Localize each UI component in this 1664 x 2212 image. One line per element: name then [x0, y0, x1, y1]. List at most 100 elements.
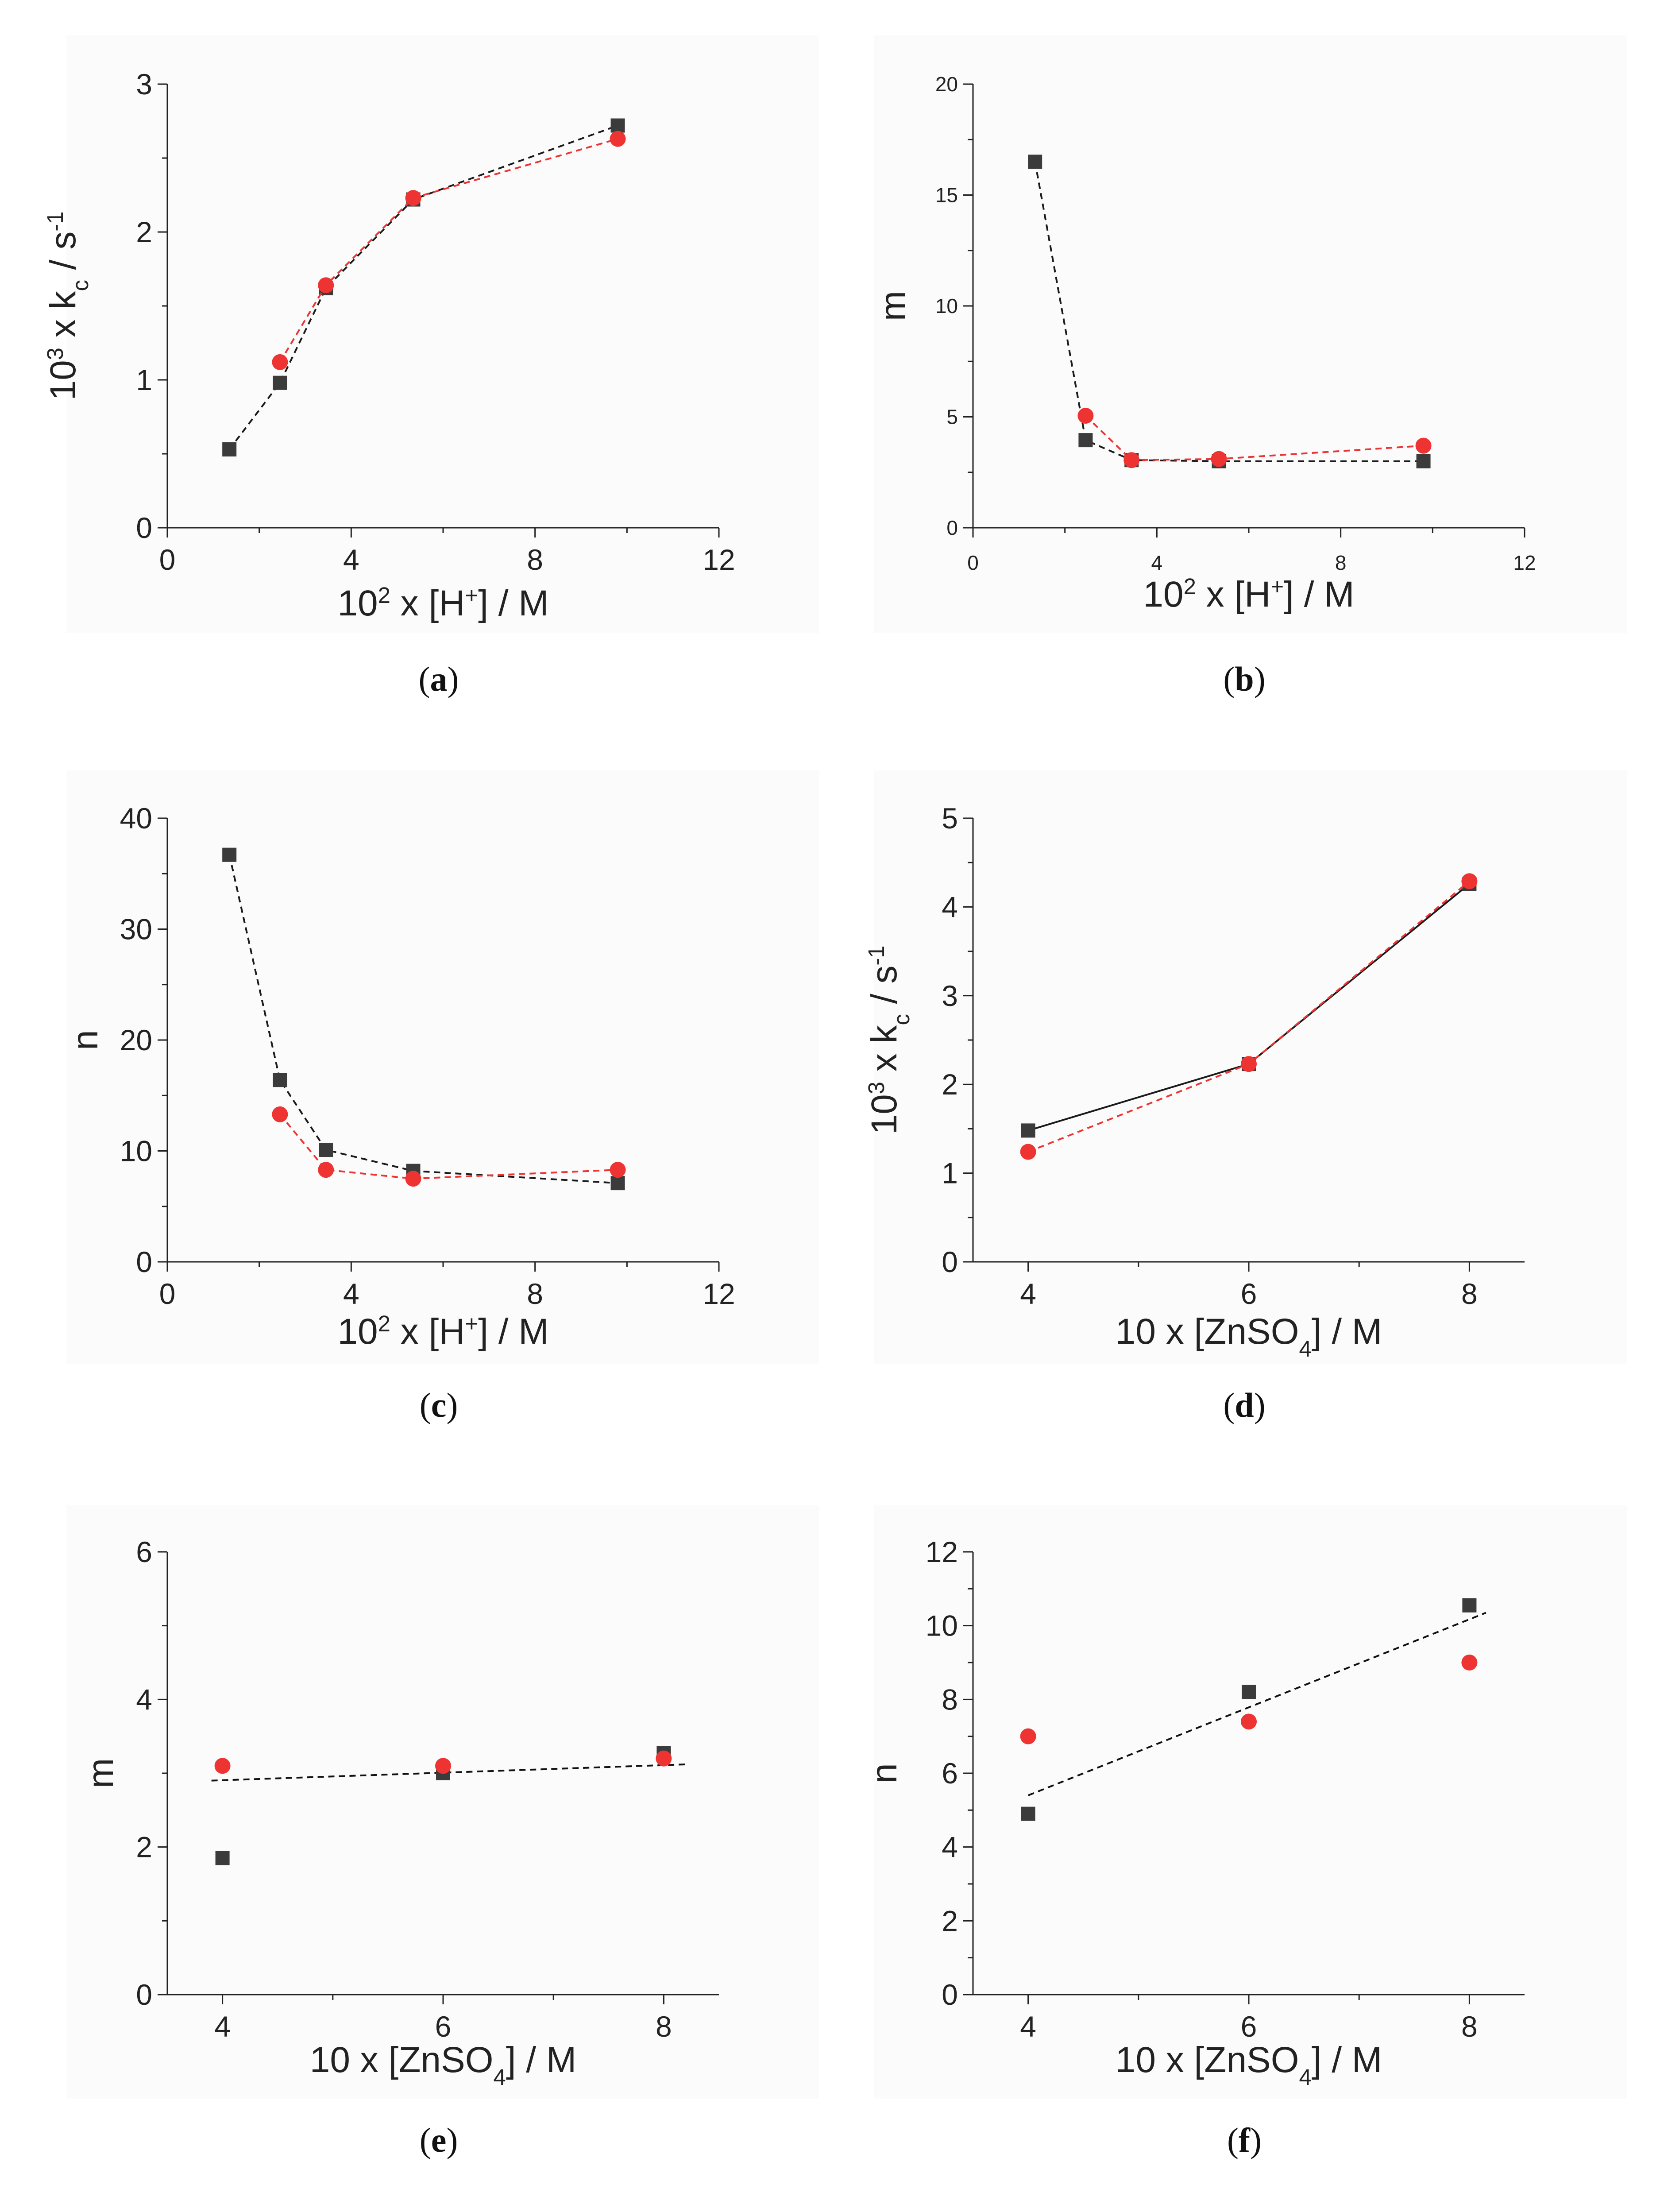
data-point-red: [656, 1750, 672, 1767]
data-point-red: [1461, 873, 1478, 889]
x-tick-label: 12: [703, 543, 735, 576]
y-tick-label: 0: [946, 516, 958, 539]
y-axis-title: 103 x kc / s-1: [864, 945, 914, 1134]
y-tick-label: 3: [942, 979, 958, 1012]
x-tick-label: 4: [343, 1277, 359, 1310]
y-axis-title: 103 x kc / s-1: [42, 211, 93, 400]
y-tick-label: 4: [136, 1683, 152, 1716]
x-tick-label: 6: [1241, 1277, 1257, 1310]
y-tick-label: 5: [942, 802, 958, 835]
y-axis-title: m: [81, 1758, 121, 1788]
y-tick-label: 2: [136, 216, 152, 248]
y-tick-label: 3: [136, 68, 152, 101]
y-tick-label: 0: [942, 1245, 958, 1278]
series-line-red: [279, 138, 618, 363]
data-point-black: [1021, 1123, 1035, 1138]
x-tick-label: 4: [1020, 1277, 1036, 1310]
x-axis-title: 102 x [H+] / M: [337, 583, 548, 624]
fit-line: [1027, 1612, 1486, 1796]
y-tick-label: 10: [926, 1609, 958, 1642]
chart-panel-b: 0 4 8 12 0 5 10 15 20 102 x [H+] / M m (b): [873, 35, 1627, 698]
y-axis-title: n: [65, 1030, 105, 1050]
y-axis-title: n: [864, 1763, 904, 1783]
data-point-black: [319, 1142, 333, 1157]
x-tick-label: 12: [1513, 551, 1536, 574]
x-tick-label: 8: [656, 2010, 672, 2043]
data-point-red: [272, 1106, 288, 1122]
data-point-black: [273, 1073, 287, 1087]
panel-label: (e): [420, 2121, 458, 2159]
x-tick-label: 4: [214, 2010, 231, 2043]
data-point-black: [610, 1176, 625, 1191]
chart-panel-d: 4 6 8 0 1 2 3 4 5 10 x [ZnSO4] / M 103 x kc / s-1 (…: [864, 770, 1627, 1424]
data-point-red: [405, 1171, 421, 1187]
series-line-black: [228, 124, 618, 450]
panel-background: [66, 1505, 819, 2099]
data-point-red: [1461, 1655, 1478, 1671]
series-line-red: [279, 1114, 618, 1180]
chart-panel-c: 0 4 8 12 0 10 20 30 40 102 x [H+] / M n (c): [65, 770, 819, 1424]
y-tick-label: 0: [136, 1245, 152, 1278]
x-tick-label: 6: [1241, 2010, 1257, 2043]
y-tick-label: 0: [942, 1978, 958, 2011]
x-tick-label: 6: [435, 2010, 452, 2043]
y-tick-label: 10: [120, 1135, 152, 1168]
panel-label: (b): [1223, 660, 1265, 698]
y-axis-title: m: [873, 291, 913, 321]
panel-label: (f): [1227, 2121, 1262, 2159]
x-tick-label: 12: [703, 1277, 735, 1310]
data-point-red: [1020, 1144, 1036, 1160]
data-point-black: [215, 1851, 230, 1865]
y-tick-label: 6: [136, 1535, 152, 1568]
data-point-red: [214, 1758, 231, 1774]
x-axis-title: 10 x [ZnSO4] / M: [310, 2040, 576, 2090]
data-point-red: [1241, 1713, 1257, 1730]
chart-panel-f: 4 6 8 0 2 4 6 8 10 12 10 x [ZnSO4] / M n (f): [864, 1505, 1627, 2159]
panel-background: [66, 35, 819, 633]
x-tick-label: 8: [1335, 551, 1347, 574]
data-point-red: [318, 1162, 334, 1178]
y-tick-label: 6: [942, 1757, 958, 1790]
x-tick-label: 8: [1461, 1277, 1478, 1310]
y-tick-label: 12: [926, 1535, 958, 1568]
x-axis-title: 10 x [ZnSO4] / M: [1116, 2040, 1382, 2090]
data-point-black: [222, 847, 237, 862]
data-point-black: [610, 118, 625, 133]
x-tick-label: 8: [1461, 2010, 1478, 2043]
y-tick-label: 2: [942, 1904, 958, 1937]
panel-label: (c): [420, 1386, 458, 1424]
y-tick-label: 30: [120, 913, 152, 946]
x-tick-label: 0: [159, 543, 176, 576]
panel-background: [874, 1505, 1627, 2099]
x-tick-label: 0: [159, 1277, 176, 1310]
y-tick-label: 1: [942, 1157, 958, 1190]
y-tick-label: 2: [942, 1068, 958, 1101]
y-tick-label: 20: [935, 73, 958, 96]
y-tick-label: 10: [935, 294, 958, 317]
panel-background: [874, 35, 1627, 633]
y-tick-label: 8: [942, 1683, 958, 1716]
y-tick-label: 40: [120, 802, 152, 835]
panel-label: (a): [419, 660, 459, 698]
data-point-red: [1123, 452, 1140, 468]
x-axis-title: 10 x [ZnSO4] / M: [1116, 1311, 1382, 1361]
x-tick-label: 4: [1020, 2010, 1036, 2043]
panel-background: [66, 770, 819, 1364]
data-point-red: [435, 1758, 451, 1774]
data-point-black: [1416, 454, 1431, 468]
y-tick-label: 4: [942, 1831, 958, 1864]
x-tick-label: 8: [527, 1277, 543, 1310]
data-point-red: [405, 190, 421, 206]
data-point-red: [1211, 451, 1227, 467]
x-tick-label: 8: [527, 543, 543, 576]
y-tick-label: 4: [942, 890, 958, 923]
data-point-red: [1020, 1728, 1036, 1744]
data-point-red: [272, 354, 288, 370]
data-point-red: [610, 131, 626, 147]
y-tick-label: 2: [136, 1831, 152, 1864]
data-point-black: [1028, 155, 1042, 169]
y-tick-label: 20: [120, 1024, 152, 1056]
